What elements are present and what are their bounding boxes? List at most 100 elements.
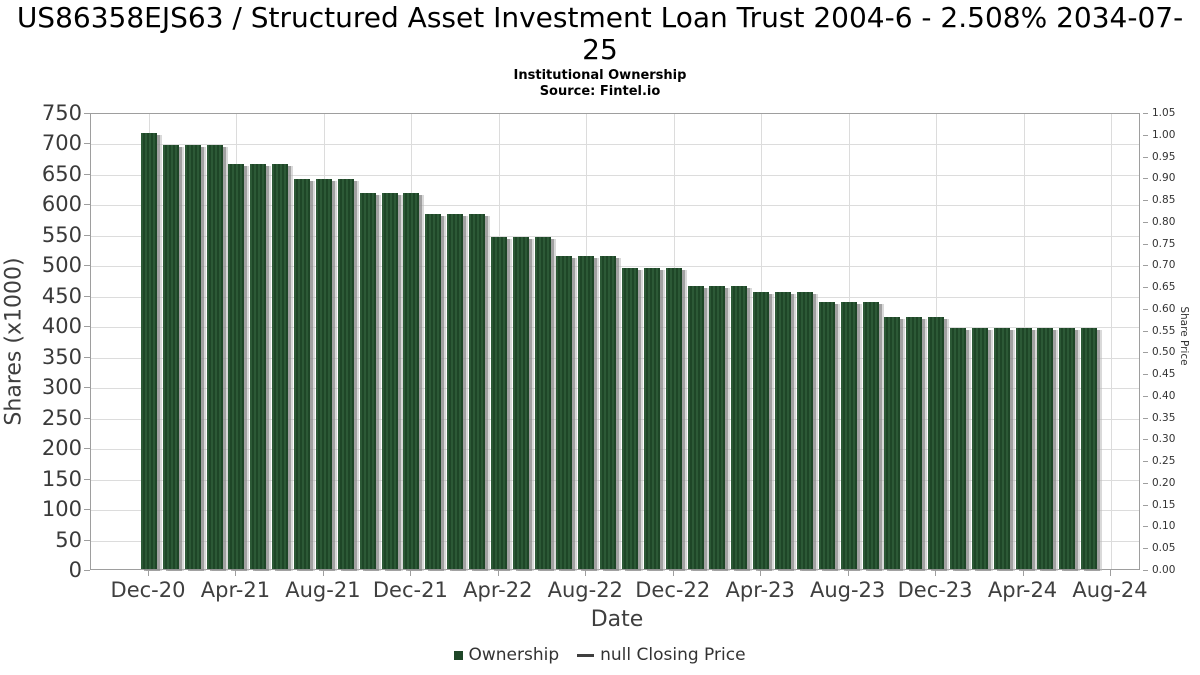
y-axis-tick-label-left: 150 — [41, 466, 82, 491]
y-axis-tick-right — [1143, 156, 1148, 158]
gridline — [91, 235, 1139, 237]
y-axis-tick-label-left: 300 — [41, 375, 82, 400]
y-axis-tick-left — [84, 234, 90, 236]
y-axis-tick-left — [84, 448, 90, 450]
bar-Jun-21[interactable] — [272, 164, 289, 569]
legend-label-closing-price: null Closing Price — [600, 645, 746, 665]
bar-Jul-22[interactable] — [556, 255, 573, 569]
x-axis-tick — [410, 570, 412, 576]
bar-Oct-23[interactable] — [884, 317, 901, 569]
y-axis-tick-label-right: 0.25 — [1152, 455, 1176, 468]
y-axis-tick-right — [1143, 178, 1148, 180]
x-axis-tick-label: Aug-21 — [285, 578, 361, 602]
bar-May-21[interactable] — [250, 164, 267, 569]
bar-Jul-24[interactable] — [1081, 328, 1098, 569]
x-axis-tick — [1110, 570, 1111, 576]
y-axis-title-left: Shares (x1000) — [1, 257, 27, 426]
y-axis-tick-left — [84, 295, 90, 297]
y-axis-tick-label-right: 0.85 — [1152, 194, 1176, 207]
y-axis-tick-right — [1143, 374, 1148, 376]
y-axis-tick-right — [1143, 243, 1148, 245]
bar-Oct-21[interactable] — [359, 193, 376, 569]
bar-Mar-24[interactable] — [993, 328, 1010, 569]
bar-Apr-21[interactable] — [228, 164, 245, 569]
y-axis-tick-label-right: 0.95 — [1152, 150, 1176, 163]
y-axis-tick-label-right: 0.45 — [1152, 368, 1176, 381]
legend-item-closing-price[interactable]: null Closing Price — [567, 645, 746, 665]
bar-Feb-23[interactable] — [709, 286, 726, 569]
y-axis-tick-left — [84, 265, 90, 267]
y-axis-tick-label-left: 250 — [41, 405, 82, 430]
y-axis-tick-left — [84, 204, 90, 206]
bar-Jun-24[interactable] — [1059, 328, 1076, 569]
bar-Nov-23[interactable] — [906, 317, 923, 569]
y-axis-tick-left — [84, 509, 90, 511]
bar-Jul-21[interactable] — [294, 179, 311, 569]
chart-header: US86358EJS63 / Structured Asset Investme… — [0, 1, 1200, 99]
x-axis-tick — [585, 570, 587, 576]
y-axis-tick-left — [84, 143, 90, 145]
gridline — [91, 144, 1139, 146]
y-axis-tick-right — [1143, 134, 1148, 136]
x-axis-tick-label: Aug-24 — [1072, 578, 1148, 602]
y-axis-tick-right — [1143, 287, 1148, 289]
y-axis-tick-label-right: 0.55 — [1152, 324, 1176, 337]
bar-Jan-23[interactable] — [687, 286, 704, 569]
y-axis-tick-right — [1143, 265, 1148, 267]
x-axis-tick-label: Aug-23 — [809, 578, 886, 602]
bar-Jan-21[interactable] — [162, 145, 179, 569]
bar-Sep-23[interactable] — [862, 301, 879, 569]
y-axis-tick-label-right: 1.00 — [1152, 128, 1176, 141]
y-axis-tick-right — [1143, 482, 1148, 484]
y-axis-tick-label-right: 0.90 — [1152, 172, 1176, 185]
bar-Apr-22[interactable] — [490, 236, 507, 569]
bar-Feb-24[interactable] — [971, 328, 988, 569]
y-axis-tick-label-left: 650 — [41, 161, 82, 186]
x-axis-tick — [847, 570, 849, 576]
bar-Apr-24[interactable] — [1015, 328, 1032, 569]
bar-May-24[interactable] — [1037, 328, 1054, 569]
bar-Aug-22[interactable] — [578, 255, 595, 569]
y-axis-tick-label-left: 600 — [41, 192, 82, 217]
bar-Dec-21[interactable] — [403, 193, 420, 569]
bar-Feb-21[interactable] — [184, 145, 201, 569]
bar-Jan-22[interactable] — [425, 213, 442, 569]
bar-Feb-22[interactable] — [447, 213, 464, 569]
x-axis-tick-label: Apr-21 — [200, 578, 271, 602]
bar-Apr-23[interactable] — [753, 291, 770, 569]
x-axis-tick-label: Apr-24 — [987, 578, 1058, 602]
bar-Aug-21[interactable] — [315, 179, 332, 569]
bar-Jun-22[interactable] — [534, 236, 551, 569]
legend-item-ownership[interactable]: Ownership — [454, 645, 559, 665]
bar-Mar-21[interactable] — [206, 145, 223, 569]
y-axis-tick-left — [84, 356, 90, 358]
y-axis-tick-label-right: 0.30 — [1152, 433, 1176, 446]
y-axis-tick-label-left: 200 — [41, 436, 82, 461]
bar-Nov-21[interactable] — [381, 193, 398, 569]
bar-Dec-20[interactable] — [141, 132, 157, 569]
bar-Dec-23[interactable] — [928, 317, 945, 569]
y-axis-tick-left — [84, 570, 90, 571]
bar-Mar-23[interactable] — [731, 286, 748, 569]
bar-Jun-23[interactable] — [796, 291, 813, 569]
bar-Sep-22[interactable] — [600, 255, 617, 569]
line-swatch-icon — [577, 653, 595, 657]
bar-Oct-22[interactable] — [622, 268, 638, 569]
bar-Jan-24[interactable] — [949, 328, 966, 569]
y-axis-tick-label-right: 0.40 — [1152, 389, 1176, 402]
gridline — [1111, 114, 1112, 569]
bar-Sep-21[interactable] — [337, 179, 354, 569]
y-axis-tick-right — [1143, 113, 1148, 114]
y-axis-tick-label-right: 0.05 — [1152, 542, 1176, 555]
bar-Jul-23[interactable] — [818, 301, 835, 569]
bar-Nov-22[interactable] — [643, 268, 660, 569]
y-axis-tick-label-left: 550 — [41, 222, 82, 247]
bar-Dec-22[interactable] — [665, 268, 682, 569]
bar-May-22[interactable] — [512, 236, 529, 569]
y-axis-tick-right — [1143, 548, 1148, 550]
bar-May-23[interactable] — [775, 291, 792, 569]
bar-Mar-22[interactable] — [468, 213, 485, 569]
y-axis-tick-left — [84, 113, 90, 114]
bar-Aug-23[interactable] — [840, 301, 857, 569]
y-axis-tick-label-left: 400 — [41, 314, 82, 339]
